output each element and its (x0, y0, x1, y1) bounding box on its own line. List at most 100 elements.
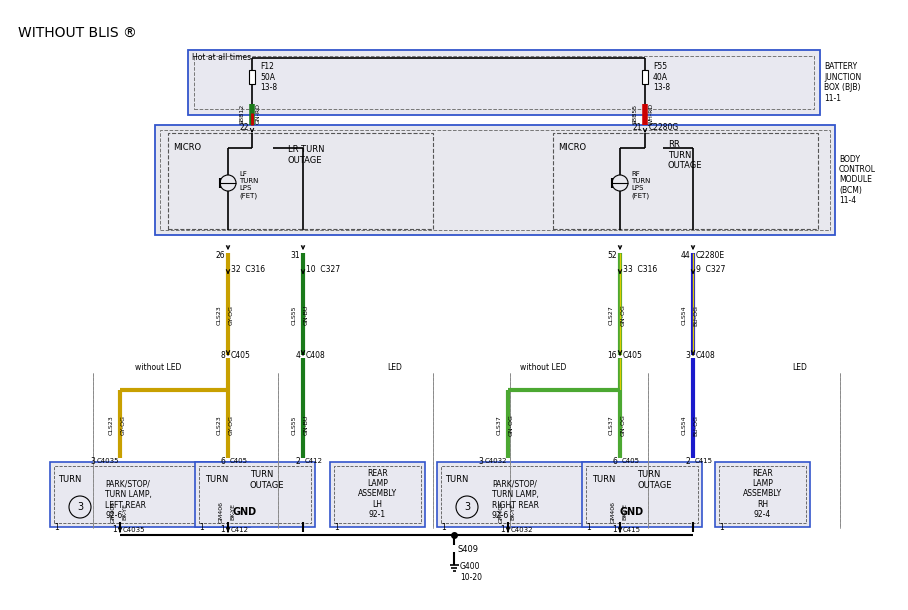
Text: 1: 1 (612, 525, 617, 534)
Text: 6: 6 (612, 456, 617, 465)
Text: 31: 31 (291, 251, 300, 260)
Text: GN-BU: GN-BU (303, 305, 309, 325)
Text: C4035: C4035 (123, 527, 145, 533)
Text: 10  C327: 10 C327 (306, 265, 340, 275)
Text: 1: 1 (719, 523, 724, 532)
Text: C415: C415 (623, 527, 641, 533)
Bar (194, 56, 814, 109)
Text: 3: 3 (479, 456, 483, 465)
Text: F55
40A
13-8: F55 40A 13-8 (653, 62, 670, 92)
Text: C405: C405 (231, 351, 251, 359)
Bar (441, 466, 633, 523)
Text: SBB55: SBB55 (633, 104, 637, 124)
Text: REAR
LAMP
ASSEMBLY
RH
92-4: REAR LAMP ASSEMBLY RH 92-4 (743, 468, 782, 519)
Text: LF
TURN
LPS
(FET): LF TURN LPS (FET) (239, 171, 259, 199)
Text: TURN
OUTAGE: TURN OUTAGE (637, 470, 672, 490)
Text: C405: C405 (623, 351, 643, 359)
Text: C4035: C4035 (97, 458, 120, 464)
Text: 6: 6 (220, 456, 225, 465)
Text: GN-BU: GN-BU (303, 415, 309, 435)
Text: GN-OG: GN-OG (508, 414, 514, 436)
Text: 2: 2 (295, 456, 300, 465)
Text: 16: 16 (607, 351, 617, 359)
Bar (437, 462, 637, 527)
Text: S409: S409 (458, 545, 479, 553)
Text: 1: 1 (199, 523, 203, 532)
Text: 21: 21 (633, 123, 642, 132)
Text: 8: 8 (221, 351, 225, 359)
Text: BU-OG: BU-OG (694, 415, 698, 436)
Bar (199, 466, 311, 523)
Bar (715, 462, 810, 527)
Bar (54, 466, 246, 523)
Text: 3: 3 (464, 502, 470, 512)
Text: CLS23: CLS23 (108, 415, 114, 435)
Text: TURN: TURN (445, 476, 469, 484)
Text: without LED: without LED (134, 364, 182, 373)
Bar (168, 133, 433, 229)
Text: 1: 1 (221, 525, 225, 534)
Bar (334, 466, 421, 523)
Text: WITHOUT BLIS ®: WITHOUT BLIS ® (18, 26, 137, 40)
Bar (330, 462, 425, 527)
Text: 22: 22 (240, 123, 249, 132)
Text: GY-OG: GY-OG (121, 415, 125, 435)
Text: without LED: without LED (519, 364, 567, 373)
Text: 26: 26 (215, 251, 225, 260)
Text: GY-OG: GY-OG (229, 415, 233, 435)
Text: CLS54: CLS54 (682, 305, 686, 325)
Text: TURN: TURN (592, 476, 616, 484)
Text: 32  C316: 32 C316 (231, 265, 265, 275)
Text: 2: 2 (686, 456, 690, 465)
Text: 1: 1 (334, 523, 339, 532)
Text: CLS54: CLS54 (682, 415, 686, 435)
Text: GM406: GM406 (610, 501, 616, 523)
Text: 4: 4 (295, 351, 300, 359)
Bar (586, 466, 698, 523)
Bar (195, 462, 315, 527)
Text: TURN: TURN (205, 476, 229, 484)
Text: CLS23: CLS23 (216, 305, 222, 325)
Text: TURN
OUTAGE: TURN OUTAGE (250, 470, 284, 490)
Text: C408: C408 (696, 351, 716, 359)
Text: RR
TURN
OUTAGE: RR TURN OUTAGE (668, 140, 703, 170)
Text: BK-YE: BK-YE (510, 503, 516, 520)
Bar (582, 462, 702, 527)
Text: 3: 3 (90, 456, 95, 465)
Text: 1: 1 (586, 523, 591, 532)
Text: BK-YE: BK-YE (623, 503, 627, 520)
Text: CLS27: CLS27 (608, 305, 614, 325)
Text: GM406: GM406 (219, 501, 223, 523)
Text: GN-RD: GN-RD (255, 104, 261, 124)
Text: LED: LED (388, 364, 402, 373)
Text: RF
TURN
LPS
(FET): RF TURN LPS (FET) (631, 171, 650, 199)
Text: C412: C412 (231, 527, 249, 533)
Bar (50, 462, 250, 527)
Text: CLS37: CLS37 (608, 415, 614, 435)
Bar (553, 133, 818, 229)
Text: BK-YE: BK-YE (231, 503, 235, 520)
Text: BODY
CONTROL
MODULE
(BCM)
11-4: BODY CONTROL MODULE (BCM) 11-4 (839, 155, 876, 206)
Text: GM406: GM406 (111, 501, 115, 523)
Text: C2280E: C2280E (696, 251, 725, 260)
Text: REAR
LAMP
ASSEMBLY
LH
92-1: REAR LAMP ASSEMBLY LH 92-1 (358, 468, 397, 519)
Text: C408: C408 (306, 351, 326, 359)
Text: 44: 44 (680, 251, 690, 260)
Text: PARK/STOP/
TURN LAMP,
RIGHT REAR
92-6: PARK/STOP/ TURN LAMP, RIGHT REAR 92-6 (492, 480, 539, 520)
Text: BATTERY
JUNCTION
BOX (BJB)
11-1: BATTERY JUNCTION BOX (BJB) 11-1 (824, 62, 862, 102)
Text: 1: 1 (441, 523, 446, 532)
Text: WH-RD: WH-RD (648, 103, 654, 125)
Text: C412: C412 (305, 458, 323, 464)
Text: PARK/STOP/
TURN LAMP,
LEFT REAR
92-6: PARK/STOP/ TURN LAMP, LEFT REAR 92-6 (105, 480, 152, 520)
Text: CLS23: CLS23 (216, 415, 222, 435)
Text: C4032: C4032 (511, 527, 534, 533)
Text: 3: 3 (77, 502, 83, 512)
Bar (188, 50, 820, 115)
Bar (249, 70, 255, 84)
Text: 3: 3 (686, 351, 690, 359)
Text: G400
10-20: G400 10-20 (460, 562, 482, 582)
Text: SBB12: SBB12 (240, 104, 244, 124)
Bar (160, 130, 830, 230)
Text: GN-OG: GN-OG (620, 414, 626, 436)
Text: GY-OG: GY-OG (229, 305, 233, 325)
